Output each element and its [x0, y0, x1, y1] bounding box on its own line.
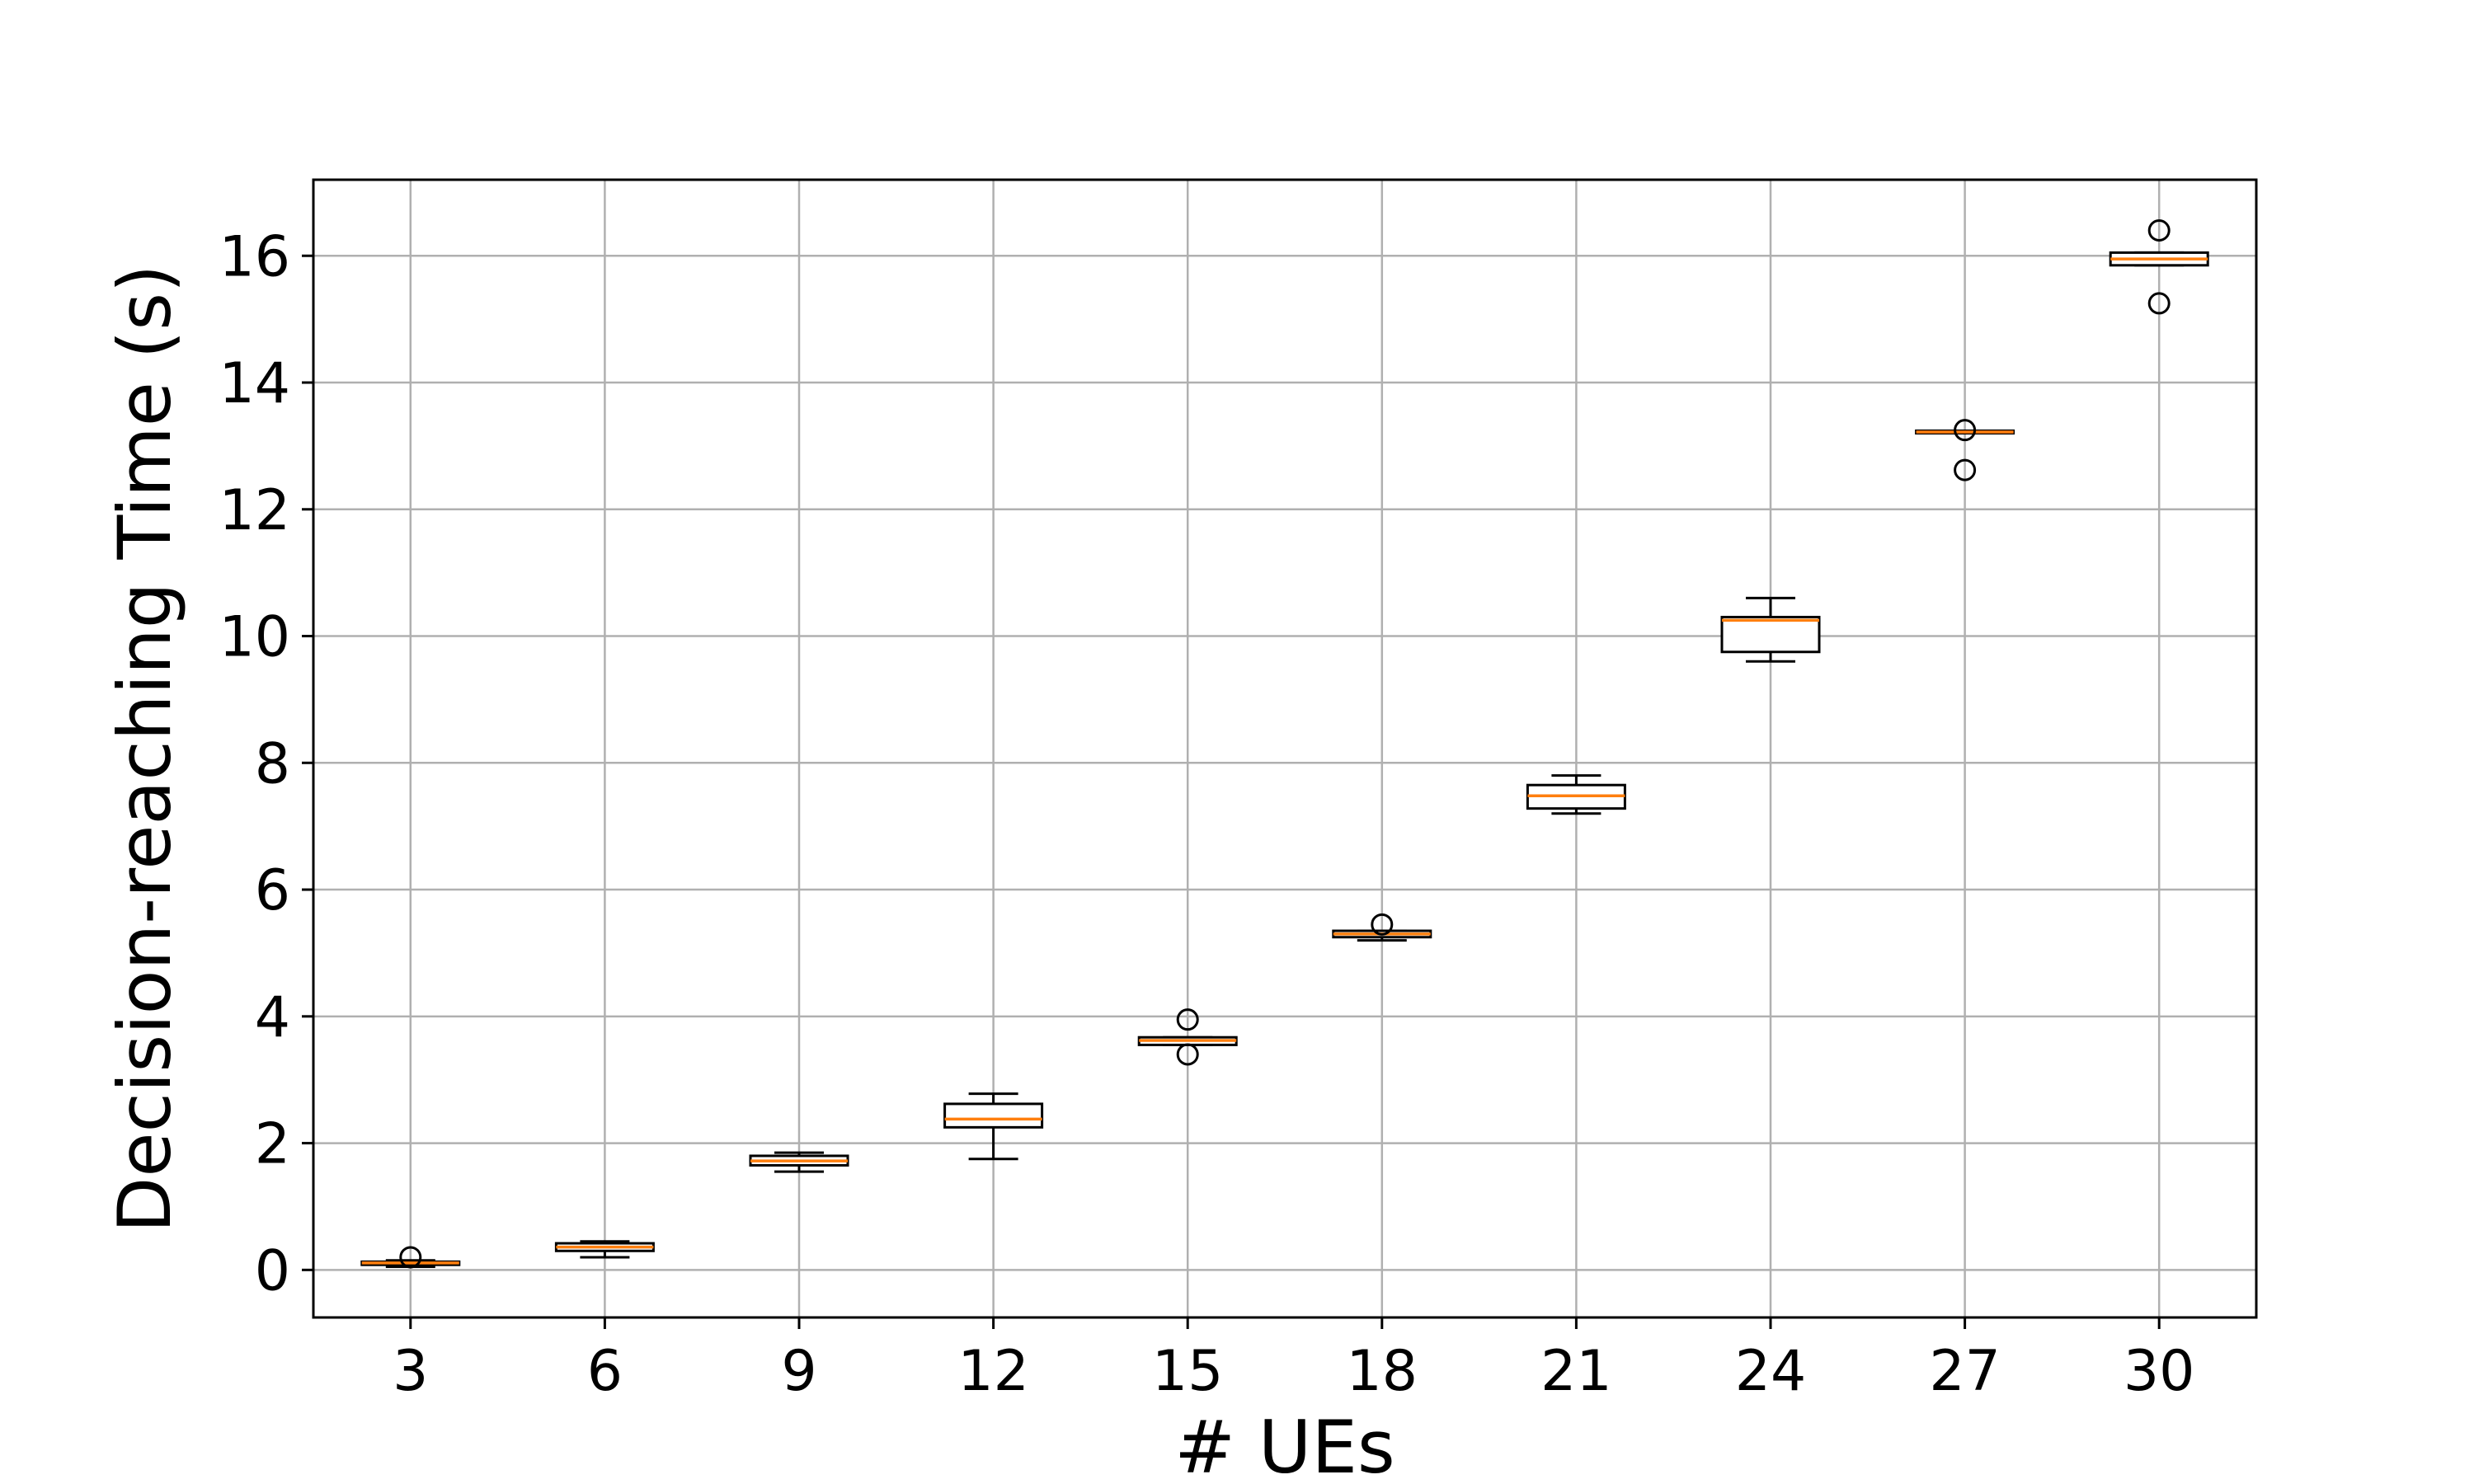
- outlier-point: [1954, 458, 1977, 481]
- x-tick-label: 12: [957, 1339, 1029, 1404]
- x-axis-label: # UEs: [1174, 1405, 1395, 1484]
- box-15: [1137, 1008, 1238, 1066]
- x-tick-label: 3: [393, 1339, 428, 1404]
- x-tick-label: 24: [1735, 1339, 1807, 1404]
- x-tick-label: 9: [781, 1339, 816, 1404]
- box-iqr: [943, 1102, 1044, 1129]
- box-9: [749, 1151, 849, 1173]
- box-iqr: [1720, 615, 1821, 654]
- y-tick-label: 8: [255, 731, 290, 796]
- y-tick-label: 2: [255, 1112, 290, 1177]
- plot-frame: [312, 178, 2258, 1319]
- y-tick-label: 0: [255, 1238, 290, 1303]
- outlier-point: [1954, 419, 1977, 442]
- y-tick-label: 14: [219, 351, 290, 416]
- box-series: [360, 219, 2209, 1269]
- box-12: [943, 1092, 1044, 1161]
- outlier-point: [1176, 1043, 1199, 1066]
- outlier-point: [1371, 913, 1394, 936]
- y-tick-label: 10: [219, 605, 290, 670]
- box-24: [1720, 596, 1821, 663]
- box-21: [1526, 774, 1626, 815]
- x-tick-label: 6: [587, 1339, 623, 1404]
- outlier-point: [2147, 292, 2171, 315]
- y-tick-label: 4: [255, 985, 290, 1050]
- y-tick-label: 6: [255, 858, 290, 923]
- box-6: [554, 1240, 655, 1259]
- outlier-point: [399, 1246, 422, 1269]
- box-30: [2109, 219, 2209, 315]
- y-axis-label: Decision-reaching Time (s): [102, 265, 187, 1233]
- outlier-point: [2147, 219, 2171, 242]
- x-tick-label: 21: [1540, 1339, 1612, 1404]
- y-tick-label: 12: [219, 478, 290, 543]
- outlier-point: [1176, 1008, 1199, 1031]
- y-tick-label: 16: [219, 224, 290, 289]
- box-3: [360, 1246, 461, 1269]
- grid-lines: [313, 180, 2256, 1317]
- x-tick-label: 27: [1929, 1339, 2001, 1404]
- box-18: [1332, 913, 1432, 942]
- box-27: [1915, 419, 2015, 481]
- x-tick-label: 18: [1347, 1339, 1418, 1404]
- x-tick-label: 15: [1152, 1339, 1224, 1404]
- x-tick-label: 30: [2124, 1339, 2195, 1404]
